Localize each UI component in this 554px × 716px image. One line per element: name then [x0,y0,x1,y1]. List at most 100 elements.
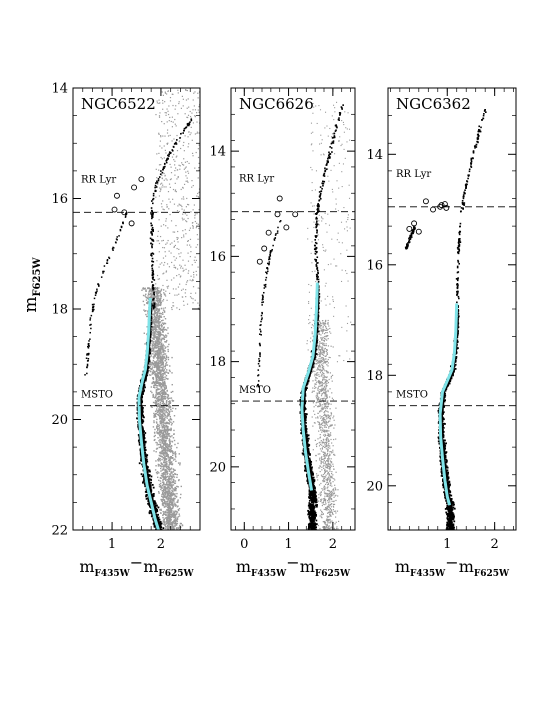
field-star [163,449,165,452]
ms-star [143,434,146,436]
field-star [159,235,162,238]
ms-star [152,495,155,497]
field-star [193,204,195,206]
field-star [154,372,156,374]
field-star [157,317,159,319]
field-star [168,438,171,440]
ms-star [139,401,142,404]
field-star [172,494,174,496]
field-star [161,414,164,416]
field-star [163,393,165,396]
hb-star [93,308,95,311]
field-star [167,514,169,517]
field-star [161,442,163,444]
field-star [153,384,155,387]
field-star [160,455,163,458]
field-star [158,384,161,387]
field-star [168,475,170,478]
rgb-star [152,270,154,273]
field-star [150,386,153,388]
field-star [157,353,159,356]
field-star [168,489,170,492]
rgb-star [153,302,156,305]
rr-lyr-marker [131,184,138,191]
ms-star [144,446,147,449]
field-star [169,527,171,529]
field-star [157,322,160,324]
field-star [162,457,164,459]
ms-star [150,303,153,306]
field-star [160,294,162,296]
field-star [152,334,155,336]
field-star [163,356,166,359]
ms-star [140,398,143,401]
field-star [166,473,168,476]
field-star [157,413,159,416]
field-star [158,384,160,386]
field-star [173,138,175,140]
field-star [164,525,167,528]
field-star [163,123,165,125]
field-star [156,385,159,387]
field-star [152,359,155,362]
field-star [176,134,178,137]
field-star [161,385,163,388]
field-star [187,240,189,242]
field-star [161,326,163,328]
field-star [182,164,185,166]
field-star [161,206,163,208]
field-star [159,355,162,358]
field-star [167,505,170,508]
ms-star [146,471,149,474]
field-star [177,509,180,512]
field-star [155,346,157,348]
field-star [151,320,154,322]
field-star [196,222,198,224]
field-star [169,482,172,484]
field-star [188,131,190,133]
field-star [167,422,170,424]
field-star [178,273,180,276]
field-star [175,105,177,107]
field-star [154,307,157,309]
field-star [168,484,171,486]
field-star [145,293,147,296]
field-star [177,175,179,178]
x-tick-label: 2 [157,537,165,552]
field-star [194,261,196,264]
field-star [161,370,163,372]
field-star [174,294,176,296]
field-star [155,378,158,381]
field-star [178,164,180,166]
field-star [165,186,167,188]
field-star [162,493,165,495]
field-star [143,288,145,290]
field-star [156,352,158,354]
field-star [185,289,187,291]
ms-star [140,411,143,414]
ms-star [138,438,141,441]
field-star [168,464,170,466]
field-star [169,163,171,166]
field-star [196,132,198,134]
field-star [174,123,176,125]
field-star [176,518,178,521]
field-star [165,408,167,410]
field-star [149,293,151,296]
field-star [158,115,161,117]
field-star [174,451,176,454]
field-star [182,105,184,107]
field-star [163,467,165,469]
field-star [153,331,155,333]
field-star [161,395,164,397]
hb-star [86,364,89,367]
rgb-star [151,215,154,218]
field-star [171,410,173,412]
field-star [189,296,192,298]
hb-star [100,276,103,278]
field-star [160,288,163,291]
field-star [161,429,163,432]
field-star [154,413,156,416]
field-star [158,335,160,337]
ms-star [149,336,151,339]
